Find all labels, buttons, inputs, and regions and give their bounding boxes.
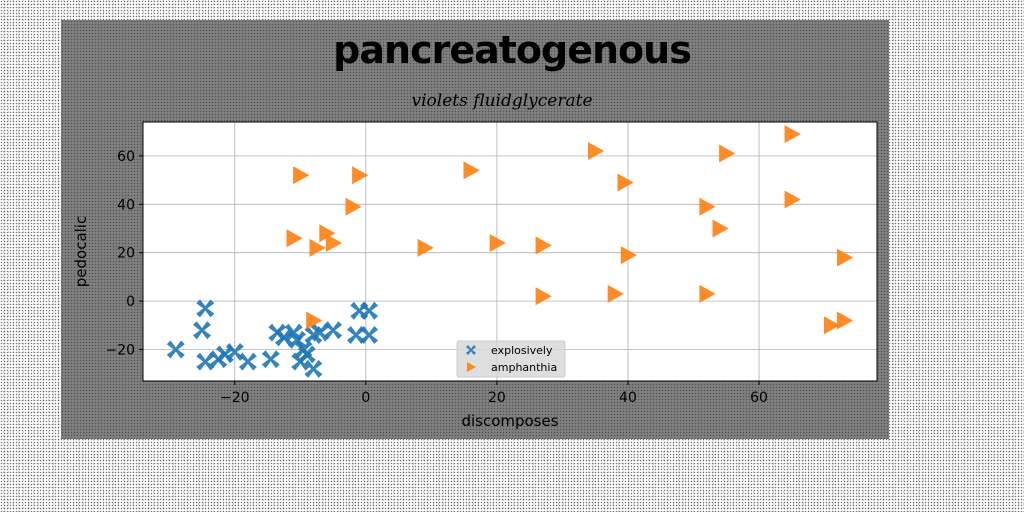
y-axis-ticks: −20 0 20 40 60 (105, 149, 143, 359)
data-point (535, 287, 552, 306)
x-tick-label: 20 (488, 390, 506, 406)
data-point (463, 161, 480, 180)
data-point (719, 144, 736, 163)
data-point (274, 328, 293, 347)
data-point (489, 234, 506, 252)
data-point (617, 173, 634, 192)
data-point (238, 352, 257, 371)
data-point (588, 142, 605, 160)
x-tick-label: 0 (361, 390, 370, 406)
data-point (286, 229, 303, 248)
legend: explosively amphanthia (456, 340, 566, 378)
data-point (324, 321, 343, 340)
data-point (196, 352, 215, 371)
data-point (699, 284, 716, 303)
data-point (607, 284, 624, 303)
legend-marker-explosively (466, 345, 476, 355)
data-point (306, 311, 323, 330)
y-tick-label: 40 (117, 197, 135, 213)
chart-title: pancreatogenous (333, 28, 692, 72)
chart-subtitle: violets fluidglycerate (411, 91, 593, 111)
data-point (319, 224, 336, 243)
y-tick-label: 60 (117, 149, 135, 165)
data-point (310, 323, 329, 342)
plot-area-frame (142, 121, 878, 382)
y-tick-label: 0 (126, 294, 135, 310)
data-point (699, 197, 716, 216)
data-point (360, 326, 379, 344)
data-point (345, 197, 362, 216)
y-axis-label: pedocalic (72, 216, 90, 287)
data-marks (166, 125, 854, 378)
data-point (293, 166, 310, 185)
x-tick-label: 40 (619, 390, 637, 406)
data-point (837, 311, 854, 330)
data-point (193, 321, 211, 340)
axes: −20 0 20 40 60 −20 0 20 40 60 discomposes pedoca… (72, 121, 878, 430)
data-point (347, 326, 365, 344)
data-point (823, 316, 841, 335)
data-point (261, 350, 280, 369)
x-tick-label: −20 (220, 390, 250, 406)
data-point (196, 299, 215, 318)
data-point (297, 345, 316, 364)
x-axis-label: discomposes (461, 412, 558, 430)
legend-box (456, 340, 566, 378)
data-point (712, 219, 729, 238)
legend-marker-amphanthia (467, 362, 476, 372)
x-axis-ticks: −20 0 20 40 60 (220, 381, 768, 406)
data-point (304, 359, 323, 378)
data-point (535, 236, 552, 255)
y-tick-label: 20 (117, 246, 135, 262)
data-point (309, 238, 326, 257)
x-tick-label: 60 (750, 390, 768, 406)
data-point (837, 248, 854, 267)
data-point (166, 340, 185, 359)
legend-label-amphanthia: amphanthia (491, 361, 557, 374)
data-point (360, 301, 379, 320)
grid (143, 122, 877, 381)
series-amphanthia (286, 125, 854, 335)
data-point (784, 125, 801, 144)
plot-area-background (143, 122, 877, 381)
legend-label-explosively: explosively (491, 344, 553, 357)
data-point (352, 166, 369, 185)
data-point (288, 330, 306, 349)
data-point (784, 190, 801, 209)
data-point (325, 234, 343, 252)
data-point (620, 246, 637, 265)
y-tick-label: −20 (105, 343, 135, 359)
data-point (417, 238, 434, 257)
series-explosively (166, 299, 379, 378)
